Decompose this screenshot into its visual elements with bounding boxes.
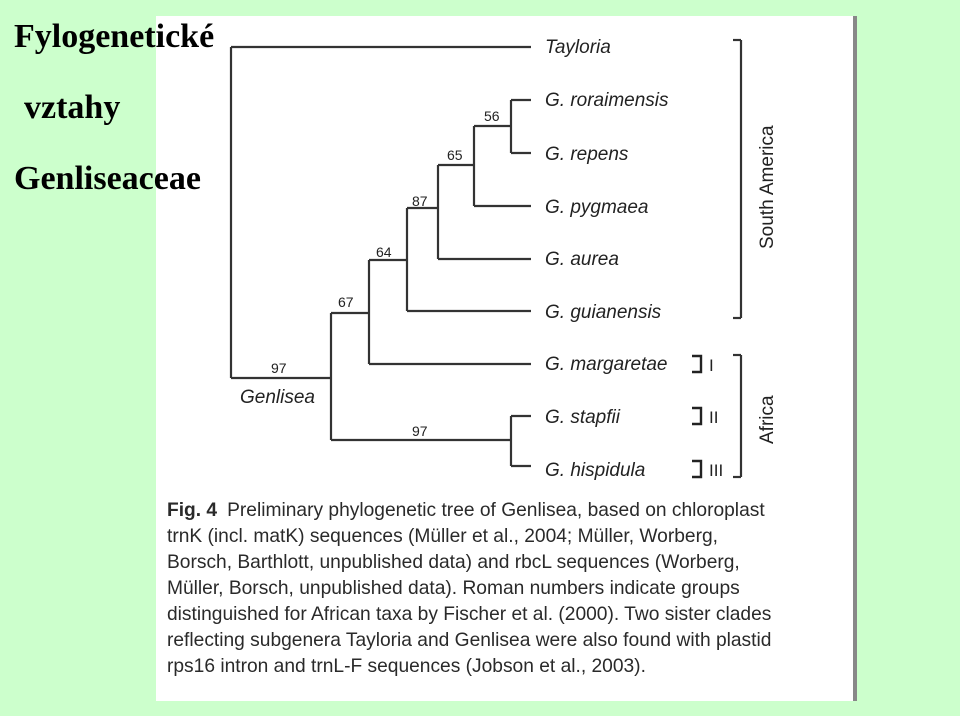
caption-line-1-text: Preliminary phylogenetic tree of Genlise… [227,500,765,521]
caption-line-6: reflecting subgenera Tayloria and Genlis… [167,630,772,651]
taxon-g-stapfii: G. stapfii [545,407,621,428]
figure-caption: Fig. 4 Preliminary phylogenetic tree of G… [167,498,847,680]
taxon-g-hispidula: G. hispidula [545,460,645,481]
region-label-africa: Africa [757,395,778,444]
group-numeral-1: I [709,356,714,375]
taxon-g-guianensis: G. guianensis [545,302,662,323]
group-marker-1 [692,354,703,374]
slide-title-line-3: Genliseaceae [14,160,201,197]
support-value-87: 87 [412,193,428,209]
caption-line-1: Fig. 4 Preliminary phylogenetic tree of G… [167,498,847,524]
group-marker-3 [692,459,703,479]
support-value-67: 67 [338,294,354,310]
taxon-g-pygmaea: G. pygmaea [545,197,649,218]
caption-line-4: Müller, Borsch, unpublished data). Roman… [167,578,740,599]
figure-panel-edge [853,16,857,701]
support-value-97-africa: 97 [412,423,428,439]
caption-line-2: trnK (incl. matK) sequences (Müller et a… [167,526,718,547]
slide-title: Fylogenetické vztahy Genliseaceae [14,14,214,198]
group-marker-2 [692,406,703,426]
figure-panel [156,16,854,701]
taxon-g-repens: G. repens [545,144,629,165]
caption-line-7: rps16 intron and trnL-F sequences (Jobso… [167,656,646,677]
taxon-g-roraimensis: G. roraimensis [545,90,669,111]
tree-branches [229,38,743,479]
taxon-g-aurea: G. aurea [545,249,619,270]
group-numeral-2: II [709,408,718,427]
support-value-56: 56 [484,108,500,124]
slide-title-line-1: Fylogenetické [14,18,215,55]
slide-title-line-2: vztahy [24,89,121,126]
support-value-64: 64 [376,244,392,260]
group-numeral-3: III [709,461,723,480]
taxon-g-margaretae: G. margaretae [545,354,668,375]
caption-line-3: Borsch, Barthlott, unpublished data) and… [167,552,740,573]
caption-line-5: distinguished for African taxa by Fische… [167,604,772,625]
clade-label-genlisea: Genlisea [240,387,315,408]
caption-fig-label: Fig. 4 [167,500,218,521]
taxon-tayloria: Tayloria [545,37,611,58]
region-label-south-america: South America [757,125,778,249]
support-value-97-genlisea: 97 [271,360,287,376]
support-value-65: 65 [447,147,463,163]
group-markers [692,354,703,479]
